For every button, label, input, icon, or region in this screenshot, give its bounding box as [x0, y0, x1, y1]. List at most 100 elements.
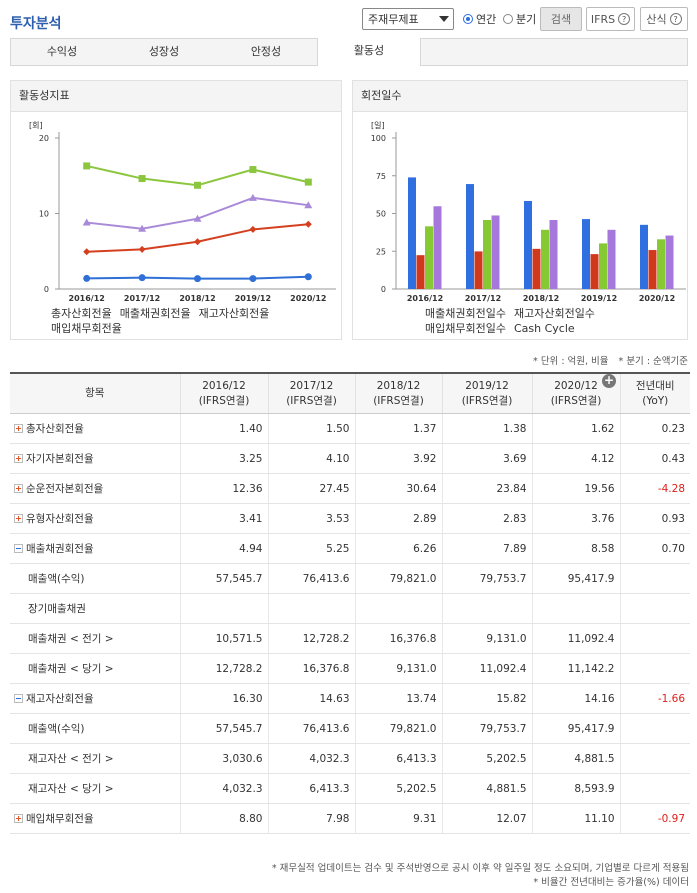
bar — [425, 226, 433, 289]
footer-note: * 재무실적 업데이트는 검수 및 주석반영으로 공시 이후 약 일주일 정도 … — [271, 863, 689, 874]
value-cell: 16,376.8 — [354, 623, 442, 654]
tab[interactable]: 성장성 — [148, 45, 180, 58]
header-cell: 2018/12 (IFRS연결) — [354, 372, 442, 414]
value: 11,092.4 — [479, 662, 527, 675]
value-cell — [441, 593, 532, 624]
y-axis-label: [일] — [371, 121, 385, 130]
table-row: 매출액(수익) 57,545.7 76,413.6 79,821.0 79,753.7 9… — [10, 563, 690, 594]
value-cell: 7.89 — [441, 533, 532, 564]
value-cell: 7.98 — [267, 803, 355, 834]
tab[interactable]: 안정성 — [250, 45, 282, 58]
value-cell — [179, 593, 268, 624]
radio-quarter[interactable]: 분기 — [503, 11, 536, 27]
search-button[interactable]: 검색 — [540, 7, 582, 31]
column-basis: (YoY) — [642, 394, 669, 407]
point — [249, 225, 257, 233]
item-cell: 장기매출채권 — [10, 593, 180, 624]
value: 4,881.5 — [574, 752, 615, 765]
toggle-icon[interactable] — [14, 814, 23, 823]
value-cell: 79,821.0 — [354, 563, 442, 594]
chart-panel: 활동성지표 [회] 0 10 20 2016/12 2017/12 2018/12 2019/… — [10, 80, 342, 340]
value-cell: 14.16 — [531, 683, 620, 714]
legend-item: 매입채무회전일수 — [425, 321, 506, 335]
value: -4.28 — [657, 482, 685, 495]
value: 0.43 — [661, 452, 685, 465]
value-cell — [619, 743, 690, 774]
value-cell — [267, 593, 355, 624]
value-cell — [619, 773, 690, 804]
value-cell — [354, 593, 442, 624]
y-tick-label: 0 — [44, 285, 49, 294]
toggle-icon[interactable] — [14, 454, 23, 463]
x-tick-label: 2017/12 — [465, 294, 501, 303]
statement-select[interactable]: 주재무제표 — [362, 8, 454, 30]
value-cell: 6,413.3 — [267, 773, 355, 804]
value: 4.10 — [326, 452, 350, 465]
toggle-icon[interactable] — [14, 484, 23, 493]
value-cell: 6.26 — [354, 533, 442, 564]
column-basis: (IFRS연결) — [198, 394, 250, 407]
value: 5,202.5 — [396, 782, 437, 795]
value: 8.58 — [591, 542, 615, 555]
value: 3.41 — [239, 512, 263, 525]
value: 3.92 — [413, 452, 437, 465]
item-name: 매출채권 < 당기 > — [28, 663, 114, 675]
toggle-icon[interactable] — [14, 694, 23, 703]
table-notes: * 단위 : 억원, 비율 * 분기 : 순액기준 — [533, 353, 688, 367]
ifrs-button[interactable]: IFRS? — [586, 7, 635, 31]
tab-bar: 수익성 성장성 안정성 활동성 — [10, 38, 688, 66]
bar — [433, 206, 442, 289]
bar — [665, 235, 674, 289]
value-cell: 1.37 — [354, 413, 442, 444]
y-tick-label: 100 — [371, 134, 386, 143]
value-cell: 12.36 — [179, 473, 268, 504]
tab[interactable]: 수익성 — [46, 45, 78, 58]
value-cell: 30.64 — [354, 473, 442, 504]
value-cell: 9,131.0 — [354, 653, 442, 684]
header-cell: 2017/12 (IFRS연결) — [267, 372, 355, 414]
column-period: 전년대비 — [635, 379, 675, 392]
formula-button[interactable]: 산식? — [640, 7, 688, 31]
value: 14.16 — [584, 692, 615, 705]
toggle-icon[interactable] — [14, 514, 23, 523]
add-column-icon[interactable]: + — [602, 373, 616, 388]
value-cell: 0.23 — [619, 413, 690, 444]
value-cell: 79,753.7 — [441, 563, 532, 594]
bar — [582, 219, 590, 289]
chart: [일] 0 25 50 75 100 2016/12 2017/12 2018/12 2019/1… — [371, 121, 686, 303]
value: 2.83 — [503, 512, 527, 525]
column-period: 2018/12 — [376, 379, 421, 392]
value: 11,142.2 — [567, 662, 615, 675]
legend-label: 재고자산회전일수 — [513, 307, 595, 320]
value: 9,131.0 — [486, 632, 527, 645]
bar — [491, 215, 500, 289]
radio-annual[interactable]: 연간 — [463, 11, 496, 27]
toggle-icon[interactable] — [14, 424, 23, 433]
value: 23.84 — [496, 482, 527, 495]
item-cell: 순운전자본회전율 — [10, 473, 180, 504]
value-cell: 9,131.0 — [441, 623, 532, 654]
value: 79,821.0 — [389, 572, 437, 585]
ratio-table: 항목 2016/12 (IFRS연결) 2017/12 (IFRS연결) 2018/12 (… — [10, 372, 690, 834]
value: 1.50 — [326, 422, 350, 435]
item-name: 재고자산 < 당기 > — [28, 783, 114, 795]
legend-label: 매입채무회전율 — [51, 322, 122, 335]
header-cell: 2020/12 (IFRS연결) — [531, 372, 620, 414]
value: 4.12 — [591, 452, 615, 465]
value-cell: -1.66 — [619, 683, 690, 714]
button-label: 산식 — [646, 13, 667, 26]
value: 4,881.5 — [486, 782, 527, 795]
value-cell: 6,413.3 — [354, 743, 442, 774]
value-cell: 95,417.9 — [531, 563, 620, 594]
item-cell: 매출채권 < 전기 > — [10, 623, 180, 654]
point — [248, 193, 257, 201]
value: 13.74 — [406, 692, 437, 705]
tab[interactable]: 활동성 — [317, 38, 421, 66]
value: 6,413.3 — [396, 752, 437, 765]
bar — [524, 200, 532, 289]
value-cell: 4,032.3 — [179, 773, 268, 804]
item-name: 총자산회전율 — [26, 423, 84, 435]
point — [194, 238, 201, 246]
value-cell: 3.41 — [179, 503, 268, 534]
toggle-icon[interactable] — [14, 544, 23, 553]
